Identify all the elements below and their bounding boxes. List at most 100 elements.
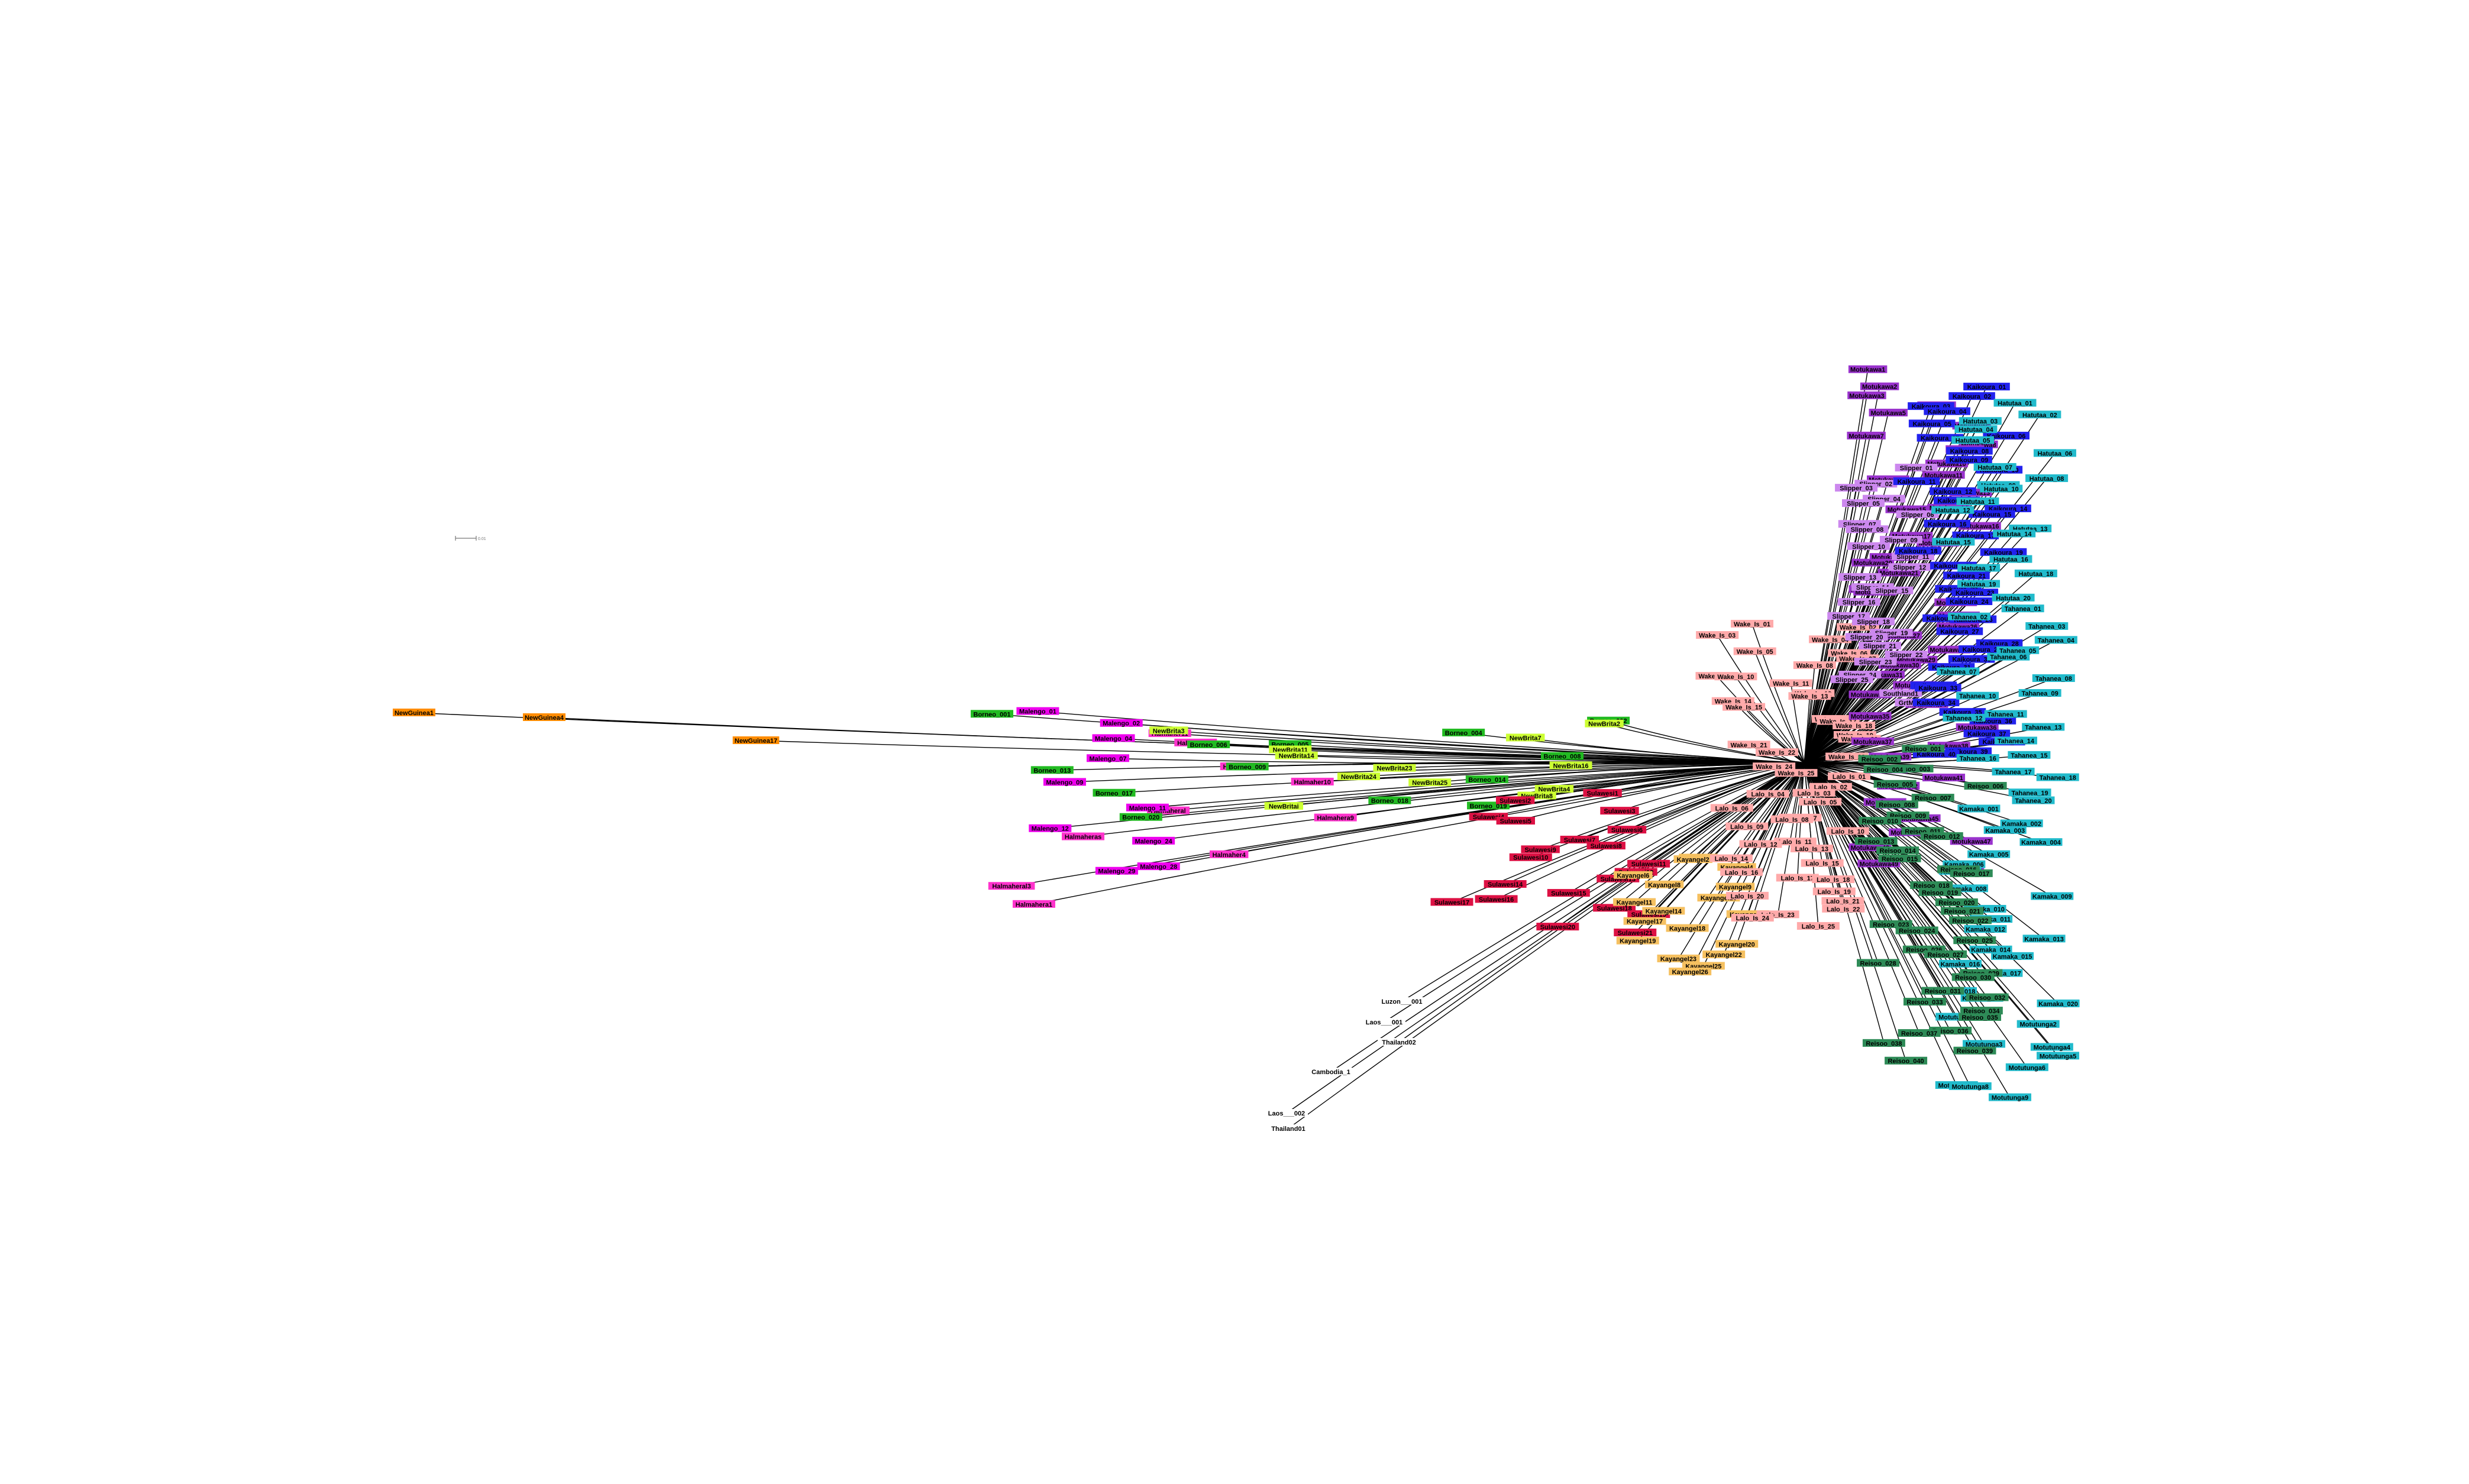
tip-label: Lalo_Is_17 (1776, 874, 1819, 882)
tip-label-background (1711, 697, 1754, 705)
tip-label-text: Kaikoura_02 (1953, 393, 1991, 400)
tip-label-text: Lalo_Is_14 (1715, 856, 1749, 863)
branch-edge (1570, 761, 1805, 767)
tip-label-text: Sulawesi1 (1587, 790, 1618, 797)
tip-label: Hatutaa_20 (1992, 593, 2035, 602)
tip-label-text: Tahanea_09 (2022, 690, 2058, 697)
tip-label: Tahanea_18 (2036, 773, 2079, 782)
tip-label-text: Kaikoura_09 (1950, 457, 1988, 464)
tip-label-background (1859, 817, 1902, 825)
tip-label: Hatutaa_15 (1932, 538, 1975, 546)
branch-edge (1052, 762, 1805, 771)
tip-label-text: Kaikoura_24 (1950, 599, 1989, 606)
tip-label: Kaikoura_04 (1924, 407, 1970, 416)
tip-label: Reisoo_033 (1903, 997, 1946, 1006)
tip-label-text: Thailand01 (1271, 1126, 1305, 1133)
tip-label-background (1746, 790, 1789, 798)
tip-label-text: NewGuinea17 (735, 738, 777, 745)
tip-label-background (1600, 807, 1639, 815)
tip-label: Kayangel6 (1614, 871, 1653, 880)
tip-label-text: Halmaher4 (1213, 852, 1246, 859)
tip-label-text: Hatutaa_14 (1997, 531, 2032, 538)
branch-edge (1804, 369, 1869, 764)
tip-label-text: Sulawesi14 (1488, 881, 1523, 888)
tip-label-background (2037, 999, 2080, 1007)
tip-label-background (1987, 652, 2030, 661)
tip-label-text: Wake_Is_22 (1759, 749, 1795, 756)
branch-edge (1664, 762, 1805, 885)
tip-label: Motutunga8 (1948, 1082, 1992, 1091)
tip-label: Sulawesi1 (1583, 789, 1622, 797)
tip-label-text: Tahanea_18 (2040, 775, 2076, 782)
tip-label-text: Reisoo_021 (1944, 908, 1980, 916)
tip-label-text: Motutunga5 (2040, 1053, 2076, 1060)
tip-label-text: Reisoo_020 (1938, 900, 1974, 907)
tip-label-background (1837, 598, 1880, 606)
tip-label-text: Wake_Is_08 (1796, 662, 1833, 670)
tip-label: Kamaka_001 (1957, 804, 2001, 813)
tip-label-text: Motutunga2 (2020, 1021, 2057, 1029)
tip-label-text: Kaikoura_34 (1917, 700, 1956, 707)
tip-label-background (1858, 642, 1901, 650)
tip-label: NewBrita4 (1534, 784, 1574, 793)
tip-label: Hatutaa_14 (1993, 529, 2036, 538)
tip-label-background (1725, 891, 1769, 900)
tip-label: Malengo_02 (1100, 719, 1143, 728)
tip-label: Reisoo_010 (1859, 817, 1902, 825)
tip-label: NewBrita16 (1549, 761, 1592, 770)
tip-label-text: Wake_Is_01 (1734, 621, 1770, 628)
tip-label-background (1959, 1013, 2002, 1021)
tip-label-text: Reisoo_036 (1932, 1028, 1969, 1035)
tip-label-text: Malengo_02 (1103, 720, 1140, 728)
tip-label: Lalo_Is_09 (1725, 822, 1769, 831)
tip-label-text: NewBrita4 (1538, 786, 1570, 793)
tip-label-text: Borneo_018 (1371, 798, 1408, 805)
tip-label-text: Hatutaa_05 (1956, 438, 1990, 445)
tip-label-background (1910, 881, 1953, 890)
tip-label-background (1549, 761, 1592, 770)
tip-label: Wake_Is_05 (1733, 647, 1776, 656)
tip-label-background (971, 710, 1014, 718)
tip-label: Lalo_Is_19 (1812, 887, 1856, 896)
tip-label-text: Sulawesi3 (1604, 808, 1635, 815)
tip-label-background (1465, 775, 1508, 784)
tip-label: NewBrita2 (1585, 719, 1624, 728)
tip-label-background (1959, 645, 2005, 654)
branch-edge (1747, 762, 1805, 897)
tip-label-text: Motukawa7 (1848, 433, 1883, 440)
tip-label: Lalo_Is_20 (1725, 891, 1769, 900)
tip-label-text: Hatutaa_06 (2038, 450, 2073, 457)
tip-label: Kayangel11 (1613, 898, 1656, 907)
tip-label-background (1952, 531, 1999, 539)
tip-label-text: Malengo_04 (1095, 735, 1133, 742)
tip-label-text: Kamaka_005 (1969, 852, 2009, 859)
tip-label: Kayangel19 (1616, 936, 1659, 945)
tip-label-background (1776, 874, 1819, 882)
tip-label-text: Kamaka_004 (2021, 839, 2061, 846)
tip-label-background (1030, 766, 1074, 774)
tip-label-text: Slipper_13 (1843, 574, 1876, 581)
tip-label-text: Lalo_Is_21 (1826, 898, 1859, 906)
tip-label: Slipper_10 (1847, 542, 1890, 551)
tip-label: Hatutaa_19 (1957, 580, 2001, 588)
tip-label-background (1753, 762, 1796, 771)
tip-label: Wake_Is_15 (1723, 703, 1766, 712)
tip-label-background (1858, 755, 1901, 763)
branch-edge (1804, 762, 2034, 801)
tip-label-background (1642, 907, 1685, 915)
tip-label: Hatutaa_10 (1980, 484, 2023, 493)
tip-label-text: Slipper_01 (1900, 465, 1933, 472)
tip-label: Kayangel8 (1644, 880, 1684, 889)
tip-label-text: Kaikoura_01 (1967, 384, 2006, 391)
tip-label: Motutunga3 (1963, 1040, 2006, 1048)
tip-label: Reisoo_015 (1878, 854, 1921, 863)
tip-label: Reisoo_002 (1858, 755, 1901, 764)
tip-label-text: Reisoo_018 (1914, 882, 1950, 890)
tip-label-text: Halmahera9 (1317, 815, 1353, 822)
tip-label-text: Tahanea_19 (2011, 790, 2048, 797)
tip-label: Slipper_23 (1854, 658, 1897, 666)
tip-label-background (1586, 842, 1625, 850)
tip-label-background (1378, 997, 1426, 1005)
tip-label-background (1087, 754, 1130, 762)
tip-label-background (1669, 967, 1712, 975)
